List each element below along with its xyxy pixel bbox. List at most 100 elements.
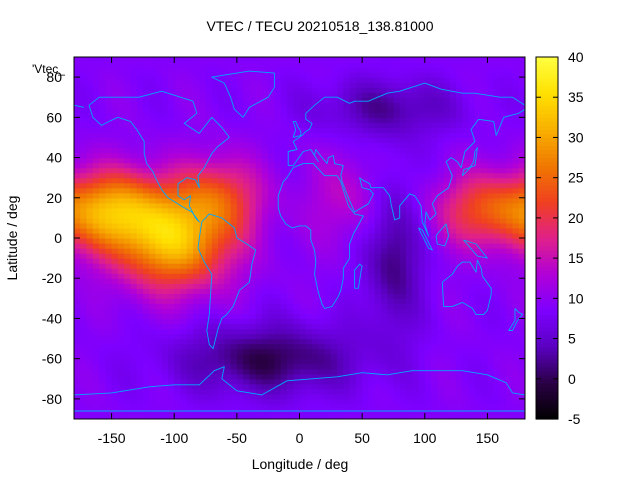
heatmap-cell [318,112,326,118]
heatmap-cell [437,227,445,234]
heatmap-cell [142,77,150,83]
heatmap-cell [418,92,426,98]
heatmap-cell [474,212,482,219]
heatmap-cell [468,207,476,214]
heatmap-cell [362,413,369,419]
heatmap-cell [255,363,263,370]
heatmap-cell [86,413,94,419]
heatmap-cell [80,67,88,73]
heatmap-cell [431,343,438,350]
heatmap-cell [92,328,100,335]
heatmap-cell [99,388,106,395]
heatmap-cell [261,187,269,194]
heatmap-cell [393,117,401,123]
heatmap-cell [449,137,457,144]
heatmap-cell [518,162,525,169]
heatmap-cell [111,383,119,390]
heatmap-cell [349,107,357,113]
heatmap-cell [174,167,182,174]
heatmap-cell [161,92,169,98]
heatmap-cell [443,393,451,400]
heatmap-cell [149,87,157,93]
heatmap-cell [393,283,401,289]
heatmap-cell [337,348,344,355]
heatmap-cell [349,293,357,299]
heatmap-cell [355,202,363,209]
heatmap-cell [312,358,319,365]
heatmap-cell [261,122,269,128]
heatmap-cell [142,82,150,88]
heatmap-cell [481,413,489,419]
heatmap-cell [236,227,244,234]
heatmap-cell [211,348,219,355]
heatmap-cell [299,388,307,395]
heatmap-cell [418,343,426,350]
heatmap-cell [224,107,232,113]
heatmap-cell [293,243,301,249]
heatmap-cell [312,388,319,395]
heatmap-cell [499,72,507,78]
heatmap-cell [142,263,150,269]
heatmap-cell [218,112,225,118]
heatmap-cell [512,368,520,375]
heatmap-cell [424,318,432,325]
heatmap-cell [249,378,257,385]
heatmap-cell [74,72,81,78]
heatmap-cell [92,107,100,113]
heatmap-cell [368,393,376,400]
heatmap-cell [418,97,426,103]
heatmap-cell [136,348,144,355]
heatmap-cell [211,383,219,390]
heatmap-cell [174,212,182,219]
heatmap-cell [368,298,376,304]
heatmap-cell [74,358,81,365]
heatmap-cell [136,328,144,335]
heatmap-cell [493,263,501,269]
heatmap-cell [362,298,369,304]
heatmap-cell [111,313,119,320]
heatmap-cell [368,238,376,244]
heatmap-cell [343,403,351,410]
heatmap-cell [99,97,106,103]
heatmap-cell [117,363,125,370]
heatmap-cell [286,403,294,410]
heatmap-cell [399,393,407,400]
heatmap-cell [312,338,319,345]
heatmap-cell [462,217,470,224]
heatmap-cell [418,378,426,385]
heatmap-cell [405,227,413,234]
heatmap-cell [174,142,182,149]
heatmap-cell [343,227,351,234]
heatmap-cell [324,278,332,284]
heatmap-cell [230,207,238,214]
heatmap-cell [174,102,182,108]
heatmap-cell [111,187,119,194]
heatmap-cell [399,323,407,330]
heatmap-cell [130,97,138,103]
heatmap-cell [324,112,332,118]
heatmap-cell [86,197,94,204]
heatmap-cell [299,303,307,309]
heatmap-cell [499,117,507,123]
heatmap-cell [449,152,457,159]
heatmap-cell [305,187,313,194]
heatmap-cell [174,373,182,380]
heatmap-cell [186,182,194,189]
heatmap-cell [142,323,150,330]
heatmap-cell [161,318,169,325]
heatmap-cell [462,182,470,189]
heatmap-cell [243,202,250,209]
heatmap-cell [111,348,119,355]
heatmap-cell [130,177,138,184]
heatmap-cell [249,413,257,419]
heatmap-cell [117,303,125,309]
heatmap-cell [493,167,501,174]
heatmap-cell [124,248,131,254]
heatmap-cell [136,207,144,214]
heatmap-cell [405,353,413,360]
heatmap-cell [80,222,88,229]
heatmap-cell [155,222,163,229]
heatmap-cell [161,187,169,194]
heatmap-cell [155,142,163,149]
heatmap-cell [117,408,125,415]
